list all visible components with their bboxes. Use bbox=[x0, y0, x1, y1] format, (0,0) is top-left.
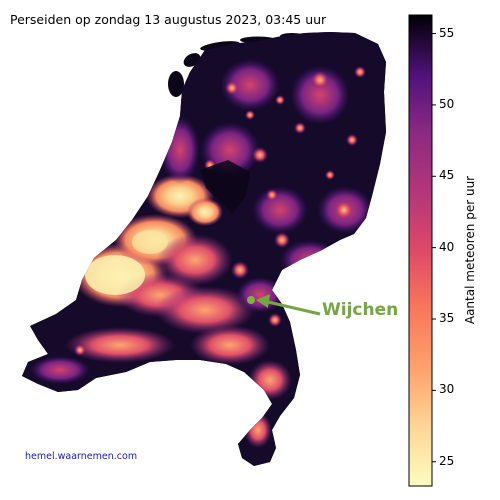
colorbar-label: Aantal meteoren per uur bbox=[463, 175, 477, 325]
map-title: Perseiden op zondag 13 augustus 2023, 03… bbox=[10, 12, 327, 27]
credit-link[interactable]: hemel.waarnemen.com bbox=[25, 451, 138, 462]
colorbar-ticks bbox=[432, 33, 436, 463]
colorbar-tick-label: 30 bbox=[439, 382, 455, 397]
colorbar-tick-label: 40 bbox=[439, 239, 455, 254]
colorbar-tick-label: 35 bbox=[439, 311, 455, 325]
colorbar-tick-label: 55 bbox=[439, 25, 455, 40]
colorbar-tick-label: 45 bbox=[439, 168, 455, 183]
colorbar-tick-label: 50 bbox=[439, 96, 455, 111]
wijchen-label: Wijchen bbox=[322, 300, 399, 320]
colorbar-gradient bbox=[408, 14, 433, 487]
colorbar bbox=[408, 14, 436, 487]
colorbar-tick-label: 25 bbox=[439, 453, 455, 468]
wijchen-arrow bbox=[247, 294, 321, 316]
